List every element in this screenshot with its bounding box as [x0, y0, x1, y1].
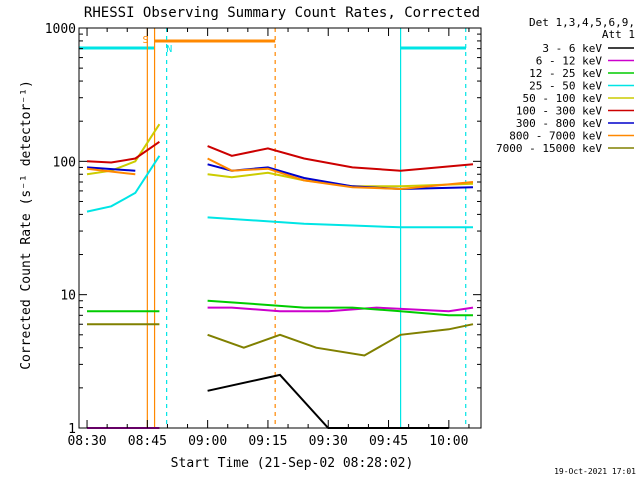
night-flag-label: N [166, 44, 172, 55]
series-line [86, 155, 161, 213]
legend-label: 25 - 50 keV [529, 80, 602, 93]
plot-area: SN [79, 28, 474, 429]
axes: 1 10 100 1000 08:30 08:45 09:00 09:15 09:30 09:45… [45, 22, 482, 449]
plot-frame [78, 27, 482, 429]
series-line [86, 140, 160, 164]
legend-label: 800 - 7000 keV [509, 130, 602, 143]
footer-timestamp: 19-Oct-2021 17:01 [554, 467, 636, 476]
series-line [207, 157, 474, 191]
series-line [207, 323, 474, 357]
y-tick-label: 1 [68, 422, 76, 437]
y-tick-label: 10 [60, 289, 76, 304]
series-line [207, 306, 474, 313]
x-tick-label: 09:30 [309, 434, 348, 449]
series-line [207, 299, 473, 317]
x-tick-label: 10:00 [429, 434, 468, 449]
saa-flag-label: S [143, 35, 149, 46]
legend-label: 3 - 6 keV [542, 42, 602, 55]
series-line [86, 166, 136, 172]
legend-header-line-2: Att 1 [602, 28, 635, 41]
chart-title: RHESSI Observing Summary Count Rates, Co… [84, 5, 480, 21]
x-tick-label: 09:45 [369, 434, 408, 449]
legend-label: 300 - 800 keV [516, 117, 602, 130]
legend-label: 12 - 25 keV [529, 67, 602, 80]
x-axis-label: Start Time (21-Sep-02 08:28:02) [171, 456, 414, 471]
series-line [86, 123, 161, 176]
series-line [86, 167, 136, 176]
legend-header-line-1: Det 1,3,4,5,6,9, [529, 16, 635, 29]
x-tick-label: 08:30 [67, 434, 106, 449]
legend-label: 100 - 300 keV [516, 105, 602, 118]
y-axis-label: Corrected Count Rate (s⁻¹ detector⁻¹) [19, 80, 34, 370]
y-tick-label: 1000 [45, 22, 76, 37]
x-tick-label: 08:45 [128, 434, 167, 449]
series-line [207, 216, 473, 229]
x-tick-label: 09:15 [248, 434, 287, 449]
y-tick-label: 100 [53, 155, 76, 170]
legend-label: 50 - 100 keV [523, 92, 603, 105]
legend-label: 6 - 12 keV [536, 55, 603, 68]
series-line [207, 145, 474, 172]
legend-label: 7000 - 15000 keV [496, 142, 602, 155]
x-tick-label: 09:00 [188, 434, 227, 449]
